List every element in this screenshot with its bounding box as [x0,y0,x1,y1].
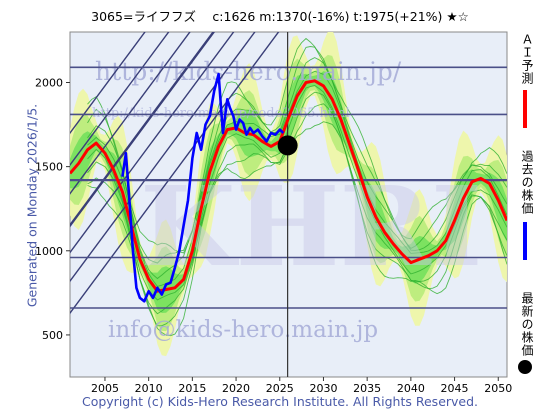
x-tick-label: 2010 [135,382,163,395]
trend-line [70,32,280,315]
scenario-line [87,91,507,315]
x-tick-label: 2035 [353,382,381,395]
legend-past-swatch [523,222,527,260]
scenario-line [87,70,507,287]
x-tick-label: 2015 [178,382,206,395]
trend-lines [70,32,280,315]
legend-ai-label: ＡＩ予測 [520,33,534,85]
x-axis: 2005 2010 2015 2020 2025 2030 2035 2040 2045 2050 [91,377,512,395]
series-lines [70,72,507,303]
scenario-line [87,46,507,264]
trend-line [70,32,191,195]
x-tick-label: 2025 [266,382,294,395]
current-price-marker [277,135,298,156]
generated-label: Generated on Monday 2026/1/5. [24,103,40,308]
past-price-line [121,72,285,303]
y-tick-label: 500 [42,329,63,342]
y-tick-label: 1500 [35,161,63,174]
trend-line [70,32,256,283]
legend-past-label: 過去の株価 [520,150,534,215]
x-tick-label: 2005 [91,382,119,395]
current-marker-group [277,135,298,156]
scenario-line [87,57,507,280]
y-tick-label: 2000 [35,76,63,89]
x-tick-label: 2040 [397,382,425,395]
trend-line [70,32,235,254]
x-tick-label: 2030 [309,382,337,395]
trend-line [70,32,170,167]
legend-latest-label: 最新の株価 [520,292,534,357]
y-tick-label: 1000 [35,245,63,258]
watermark-email: info@kids-hero.main.jp [108,317,378,343]
scenario-line [87,103,507,327]
x-tick-label: 2045 [441,382,469,395]
x-tick-label: 2020 [222,382,250,395]
trend-line [70,32,216,228]
legend-ai-swatch [523,90,527,128]
legend-latest-dot [518,360,532,374]
scenario-line [87,121,507,337]
watermark-logo: KHRI [140,162,482,291]
band-inner [70,71,507,313]
x-tick-label: 2050 [484,382,512,395]
ai-forecast-line [70,79,507,293]
scenario-line [87,37,507,254]
y-axis: 500 1000 1500 2000 [35,76,70,342]
copyright: Copyright (c) Kids-Hero Research Institu… [81,394,479,409]
chart-title: 3065=ライフフズ c:1626 m:1370(-16%) t:1975(+2… [91,9,469,24]
